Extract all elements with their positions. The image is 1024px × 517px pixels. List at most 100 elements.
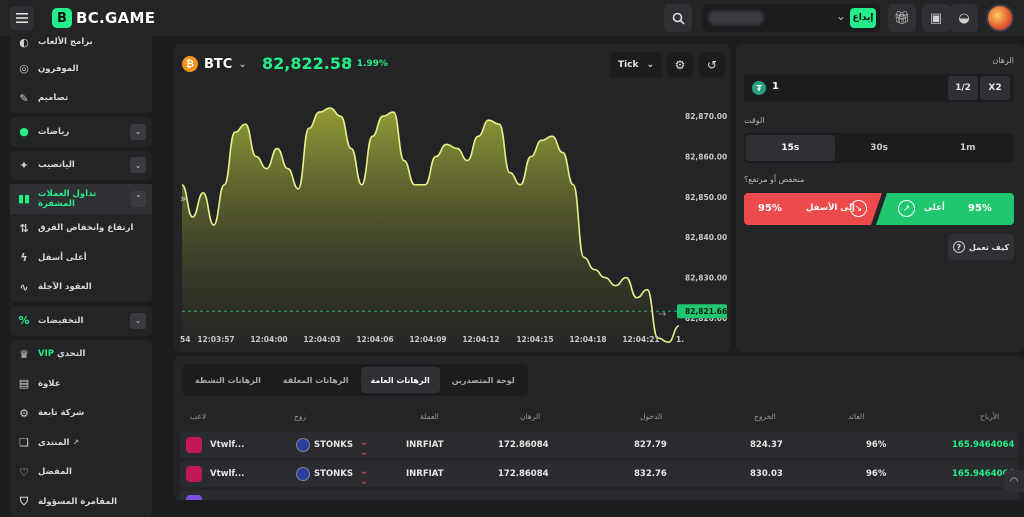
deposit-button[interactable]: إيداع [850, 8, 876, 28]
shield-icon: ⛉ [19, 494, 29, 508]
time-option-15s[interactable]: 15s [746, 135, 835, 161]
sidebar-item-favorites[interactable]: ♡ المفضل [19, 465, 72, 479]
sidebar-item-affiliate[interactable]: ⚙ شركة تابعة [19, 406, 85, 420]
table-row[interactable] [180, 490, 1018, 500]
x-tick-label: 12:04:21 [622, 335, 659, 344]
search-icon [672, 12, 685, 25]
chevron-down-icon: ⌄ [238, 58, 247, 70]
coin-name: BTC [204, 56, 233, 72]
time-option-1m[interactable]: 1m [959, 143, 976, 153]
double-amount-button[interactable]: X2 [980, 76, 1010, 100]
chart-mode-select[interactable]: Tick ⌄ [610, 52, 662, 78]
sidebar-item-vip-challenge[interactable]: ♛ VIP التحدي [19, 347, 86, 361]
price-area-fill [182, 108, 679, 352]
player-avatar [186, 437, 202, 453]
wallet-balance-selector[interactable]: ⌄ إيداع [702, 4, 880, 32]
tether-icon: ₮ [752, 81, 766, 95]
sidebar-group-extras: ♛ VIP التحدي ▤ علاوة ⚙ شركة تابعة ❏ المنتدى ↗ … [10, 339, 152, 517]
gift-button[interactable]: 🎁︎ [888, 4, 916, 32]
price-change: ⇑ 1.99% [346, 59, 388, 69]
scroll-left-icon[interactable]: » [180, 192, 187, 205]
sidebar-item-sports[interactable]: ● رياضات ⌄ [10, 117, 152, 147]
y-tick-label: 82,850.00 [685, 193, 727, 202]
half-amount-button[interactable]: 1/2 [948, 76, 978, 100]
bet-amount-label: الرهان [992, 56, 1014, 65]
bitcoin-icon: ₿ [182, 56, 198, 72]
sidebar-item-lottery[interactable]: ✦ اليانصيب ⌄ [10, 151, 152, 181]
down-payout: 95% [758, 203, 782, 214]
price-line [181, 107, 680, 343]
pair-name: STONKS [314, 469, 353, 479]
table-row[interactable]: Vtwlf... STONKS ⌄ ⌄ INRFIAT 172.86084 832… [180, 461, 1018, 487]
stonks-icon [296, 467, 310, 481]
return-pct: 96% [866, 469, 887, 479]
time-option-30s[interactable]: 30s [870, 143, 888, 153]
chevron-down-icon: ⌄ [130, 157, 146, 174]
bets-tabs: الرهانات النشطة الرهانات المغلقة الرهانا… [182, 364, 528, 396]
user-avatar[interactable] [986, 4, 1014, 32]
y-tick-label: 82,840.00 [685, 233, 727, 242]
bets-table-panel: الرهانات النشطة الرهانات المغلقة الرهانا… [174, 356, 1024, 500]
sidebar-item-designs[interactable]: ✎ تصاميم [19, 91, 69, 105]
chat-button[interactable]: ▣ [922, 4, 950, 32]
history-button[interactable]: ↺ [699, 52, 725, 78]
price-change-value: 1.99% [356, 59, 388, 69]
tab-active-bets[interactable]: الرهانات النشطة [195, 375, 261, 385]
bell-icon: ◒ [958, 10, 970, 26]
external-link-icon: ↗ [72, 437, 80, 447]
bc-game-logo[interactable]: B BC.GAME [52, 6, 155, 30]
double-down-icon: ⌄ ⌄ [360, 466, 369, 487]
x-tick-label: 54 [180, 335, 190, 344]
palette-icon: ✎ [19, 91, 29, 105]
price-chart[interactable]: » → 82,870.00 82,860.00 82,850.00 82,840.00 8… [174, 44, 730, 352]
ticket-icon: ✦ [19, 158, 29, 172]
sidebar-item-crypto-trading[interactable]: ▮▮ تداول العملات المشفرة ⌃ [10, 184, 152, 214]
sidebar-item-responsible-gambling[interactable]: ⛉ المقامرة المسؤولة [19, 494, 118, 508]
sidebar-item-futures[interactable]: ∿ العقود الآجلة [19, 280, 92, 294]
player-avatar [186, 495, 202, 500]
bet-panel: الرهان ₮ 1 1/2 X2 الوقت 15s 30s 1m منخفض… [736, 44, 1024, 352]
sidebar-item-providers[interactable]: ◎ الموفرون [19, 62, 79, 76]
trend-down-icon: ↘ [850, 200, 867, 217]
column-header-bet: الرهان [520, 412, 541, 421]
menu-toggle-button[interactable] [10, 6, 34, 30]
tab-closed-bets[interactable]: الرهانات المغلقة [282, 375, 349, 385]
sidebar-item-updown-spread[interactable]: ⇅ ارتفاع وانخفاض الفرق [19, 221, 134, 235]
logo-text: BC.GAME [76, 9, 156, 27]
sidebar-item-high-low[interactable]: ϟ أعلى أسفل [10, 243, 152, 273]
down-label: إلى الأسفل [806, 203, 855, 213]
column-header-player: لاعب [190, 412, 207, 421]
bet-amount-field[interactable]: ₮ 1 1/2 X2 [744, 74, 1014, 102]
discount-icon: % [18, 314, 30, 328]
y-tick-label: 82,830.00 [685, 274, 727, 283]
chevron-down-icon: ⌄ [130, 312, 146, 329]
how-it-works-button[interactable]: ? كيف تعمل [948, 234, 1014, 260]
currency: INRFIAT [406, 469, 444, 479]
support-button[interactable]: ◠ [1004, 470, 1024, 492]
scroll-right-icon[interactable]: → [658, 309, 666, 320]
bet-down-button[interactable]: 95% إلى الأسفل ↘ [744, 193, 882, 225]
notifications-button[interactable]: ◒ [950, 4, 978, 32]
double-down-icon: ⌄ ⌄ [360, 437, 369, 458]
sidebar-item-bonus[interactable]: ▤ علاوة [18, 377, 61, 391]
bet-up-button[interactable]: ↗ أعلى 95% [876, 193, 1014, 225]
column-header-exit: الخروج [754, 412, 776, 421]
chart-settings-button[interactable]: ⚙ [667, 52, 693, 78]
entry-price: 827.79 [634, 440, 667, 450]
sidebar-item-game-programs[interactable]: ◐ برامج الألعاب [19, 35, 93, 49]
sidebar-item-discounts[interactable]: % التخفيضات ⌄ [10, 306, 152, 336]
bolt-icon: ϟ [20, 251, 28, 265]
sidebar-group-sports: ● رياضات ⌄ [10, 117, 152, 147]
x-tick-label: 12:04:06 [356, 335, 393, 344]
profit: 165.9464064 [952, 440, 1015, 450]
sidebar-item-forum[interactable]: ❏ المنتدى ↗ [19, 436, 80, 450]
bet-amount-value[interactable]: 1 [772, 81, 779, 92]
coin-selector[interactable]: ₿ BTC ⌄ [182, 56, 247, 72]
table-row[interactable]: Vtwlf... STONKS ⌄ ⌄ INRFIAT 172.86084 827… [180, 432, 1018, 458]
search-button[interactable] [664, 4, 692, 32]
tab-public-bets[interactable]: الرهانات العامة [360, 367, 440, 393]
history-icon: ↺ [706, 58, 718, 72]
tab-leaderboard[interactable]: لوحة المتصدرين [451, 375, 515, 385]
forum-icon: ❏ [19, 436, 29, 450]
up-payout: 95% [968, 203, 992, 214]
